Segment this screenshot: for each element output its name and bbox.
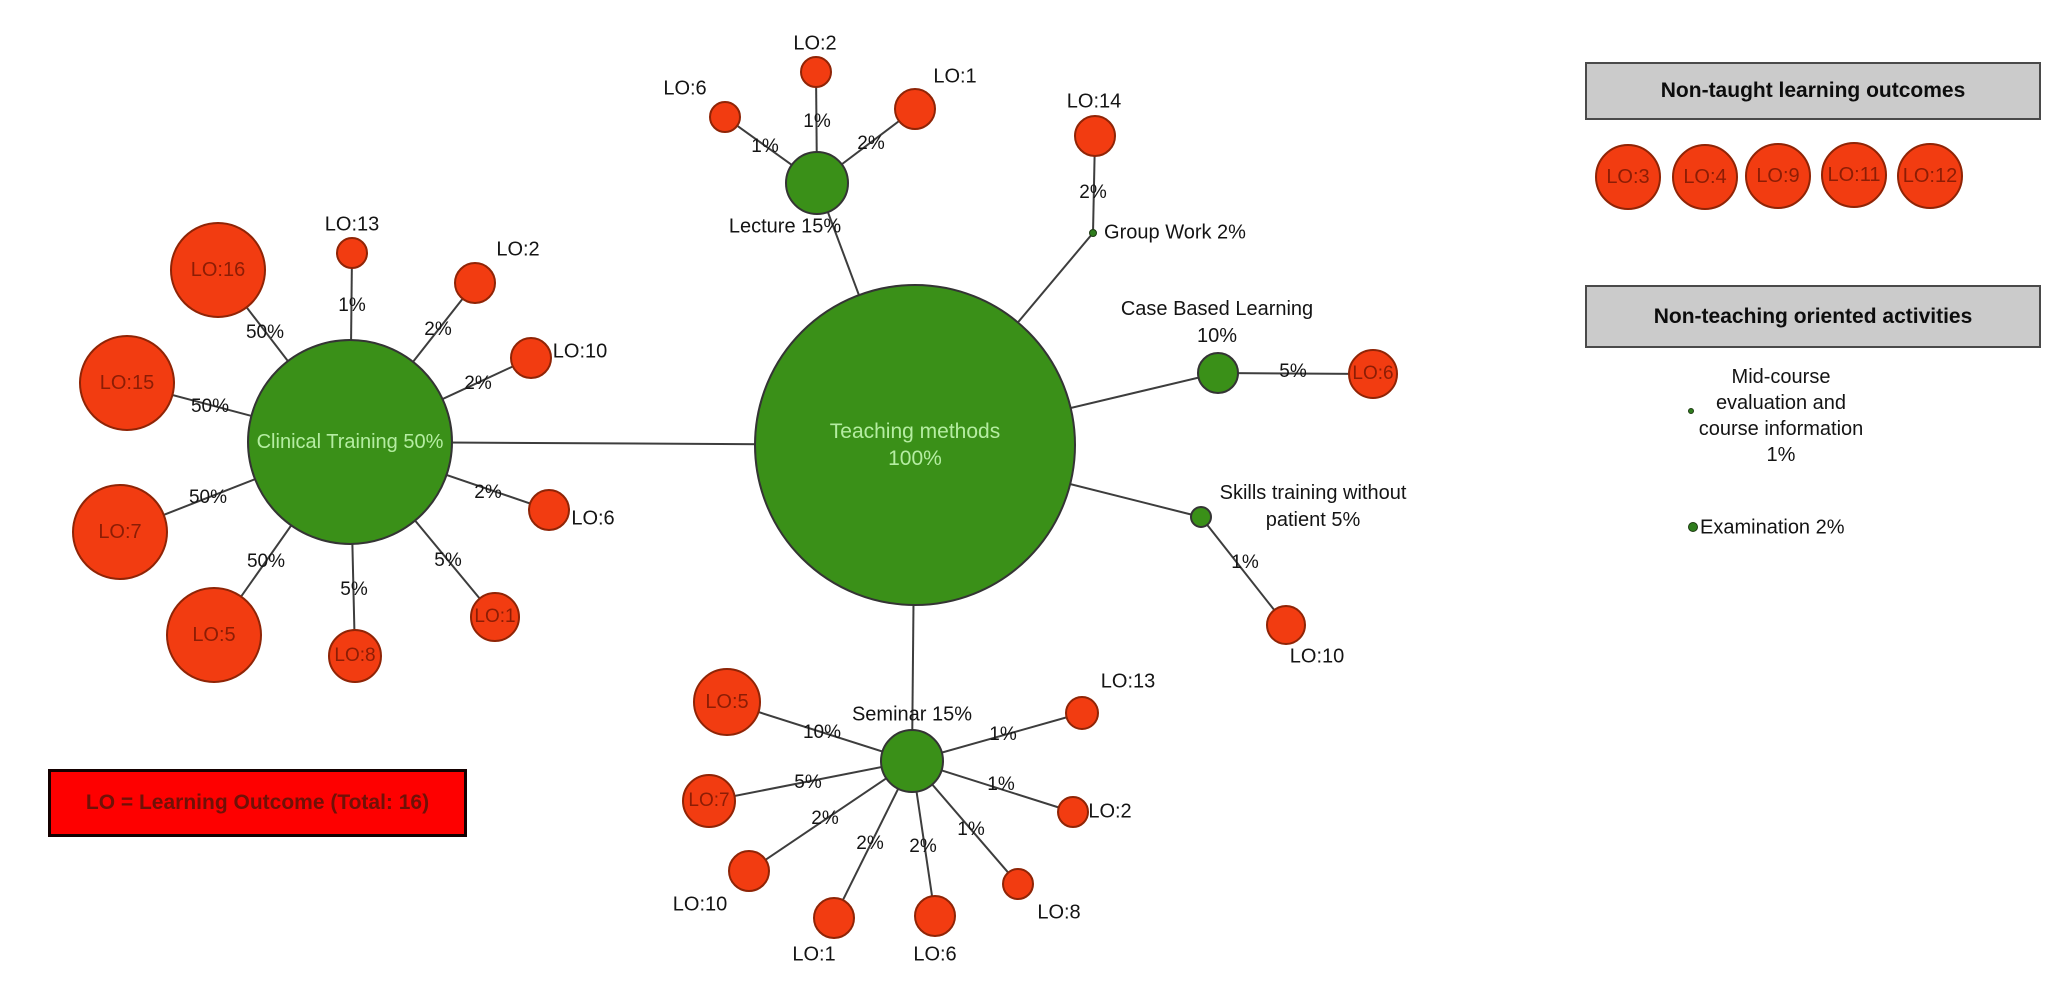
node-clinical-lo6: [528, 489, 570, 531]
label-lecture-lo6: LO:6: [663, 77, 707, 100]
node-non-taught-lo4: LO:4: [1672, 144, 1738, 210]
node-lecture-lo6: [709, 101, 741, 133]
node-non-taught-lo9: LO:9: [1745, 143, 1811, 209]
label-skills-lo10: LO:10: [1289, 645, 1345, 668]
node-seminar: [880, 729, 944, 793]
label-mid-course-line2: evaluation and: [1715, 392, 1847, 414]
node-case-based: [1197, 352, 1239, 394]
node-clinical-training: Clinical Training 50%: [247, 339, 453, 545]
label-mid-course-line1: Mid-course: [1731, 366, 1831, 388]
label-seminar: Seminar 15%: [851, 703, 973, 726]
node-seminar-lo10: [728, 850, 770, 892]
label-lecture-lo2: LO:2: [793, 32, 837, 55]
node-clinical-lo13: [336, 237, 368, 269]
edge-pct-lecture-lo1: 2%: [857, 133, 885, 154]
label-seminar-lo2: LO:2: [1088, 800, 1132, 823]
teaching-methods-label: Teaching methods: [829, 420, 1001, 443]
edge-pct-clinical-lo8: 5%: [340, 579, 368, 600]
node-seminar-lo8: [1002, 868, 1034, 900]
label-case-based: Case Based Learning 10%: [1121, 296, 1313, 350]
label-seminar-lo13: LO:13: [1100, 670, 1156, 693]
edge-pct-clinical-lo5: 50%: [246, 551, 286, 572]
node-non-taught-lo12: LO:12: [1897, 143, 1963, 209]
edge-pct-seminar-lo2: 1%: [987, 774, 1015, 795]
edge-pct-clinical-lo1: 5%: [434, 550, 462, 571]
edge-pct-clinical-lo16: 50%: [245, 322, 285, 343]
edge-pct-skills-lo10: 1%: [1231, 552, 1259, 573]
edge-pct-seminar-lo5: 10%: [802, 722, 842, 743]
legend-box: LO = Learning Outcome (Total: 16): [48, 769, 467, 837]
teaching-methods-pct: 100%: [888, 447, 942, 470]
node-non-taught-lo3: LO:3: [1595, 144, 1661, 210]
node-clinical-lo15: LO:15: [79, 335, 175, 431]
label-clinical-lo2: LO:2: [496, 238, 540, 261]
label-seminar-lo8: LO:8: [1037, 901, 1081, 924]
label-skills-training-line1: Skills training without: [1219, 482, 1407, 504]
edge-pct-clinical-lo2: 2%: [424, 319, 452, 340]
edge-pct-lecture-lo2: 1%: [803, 111, 831, 132]
label-examination: Examination 2%: [1700, 516, 1845, 539]
label-mid-course-line4: 1%: [1766, 444, 1796, 466]
label-case-based-line1: Case Based Learning: [1120, 298, 1314, 320]
node-skills-lo10: [1266, 605, 1306, 645]
label-clinical-lo10: LO:10: [552, 340, 608, 363]
node-clinical-lo16: LO:16: [170, 222, 266, 318]
node-examination-dot: [1688, 522, 1698, 532]
label-mid-course-line3: course information: [1698, 418, 1864, 440]
label-lecture: Lecture 15%: [728, 215, 842, 238]
node-group-work-dot: [1089, 229, 1097, 237]
label-lecture-lo1: LO:1: [933, 65, 977, 88]
node-group-work-lo14: [1074, 115, 1116, 157]
node-seminar-lo6: [914, 895, 956, 937]
node-clinical-lo5: LO:5: [166, 587, 262, 683]
node-lecture-lo1: [894, 88, 936, 130]
node-mid-course-dot: [1688, 408, 1694, 414]
edge-pct-clinical-lo10: 2%: [464, 373, 492, 394]
edge-pct-seminar-lo7: 5%: [794, 772, 822, 793]
edge-pct-lecture-lo6: 1%: [751, 136, 779, 157]
label-seminar-lo6: LO:6: [913, 943, 957, 966]
edge-pct-seminar-lo13: 1%: [989, 724, 1017, 745]
edge-pct-seminar-lo8: 1%: [957, 819, 985, 840]
node-non-taught-lo11: LO:11: [1821, 142, 1887, 208]
node-seminar-lo5: LO:5: [693, 668, 761, 736]
node-seminar-lo13: [1065, 696, 1099, 730]
header-non-taught: Non-taught learning outcomes: [1585, 62, 2041, 120]
node-clinical-lo2: [454, 262, 496, 304]
node-lecture: [785, 151, 849, 215]
label-skills-training-line2: patient 5%: [1265, 509, 1361, 531]
node-seminar-lo1: [813, 897, 855, 939]
node-skills-training: [1190, 506, 1212, 528]
node-clinical-lo7: LO:7: [72, 484, 168, 580]
label-mid-course: Mid-course evaluation and course informa…: [1699, 364, 1864, 468]
label-case-based-line2: 10%: [1196, 325, 1238, 347]
edge-pct-group-work-lo14: 2%: [1079, 182, 1107, 203]
node-clinical-lo8: LO:8: [328, 629, 382, 683]
header-non-teaching: Non-teaching oriented activities: [1585, 285, 2041, 348]
node-teaching-methods: Teaching methods 100%: [754, 284, 1076, 606]
node-seminar-lo7: LO:7: [682, 774, 736, 828]
edge-pct-seminar-lo10: 2%: [811, 808, 839, 829]
edge-pct-clinical-lo15: 50%: [190, 396, 230, 417]
node-clinical-lo1: LO:1: [470, 592, 520, 642]
node-clinical-lo10: [510, 337, 552, 379]
edge-pct-case-based-lo6: 5%: [1279, 361, 1307, 382]
edge-pct-seminar-lo6: 2%: [909, 836, 937, 857]
edge-pct-clinical-lo6: 2%: [474, 482, 502, 503]
label-seminar-lo1: LO:1: [792, 943, 836, 966]
label-group-work-lo14: LO:14: [1066, 90, 1122, 113]
node-case-based-lo6: LO:6: [1348, 349, 1398, 399]
label-clinical-lo6: LO:6: [571, 507, 615, 530]
label-clinical-lo13: LO:13: [324, 213, 380, 236]
label-group-work: Group Work 2%: [1104, 221, 1246, 244]
edge-pct-clinical-lo13: 1%: [338, 295, 366, 316]
label-seminar-lo10: LO:10: [672, 893, 728, 916]
node-lecture-lo2: [800, 56, 832, 88]
edge-pct-seminar-lo1: 2%: [856, 833, 884, 854]
legend-text: LO = Learning Outcome (Total: 16): [85, 791, 430, 814]
edge-pct-clinical-lo7: 50%: [188, 487, 228, 508]
node-seminar-lo2: [1057, 796, 1089, 828]
label-skills-training: Skills training without patient 5%: [1220, 480, 1407, 534]
